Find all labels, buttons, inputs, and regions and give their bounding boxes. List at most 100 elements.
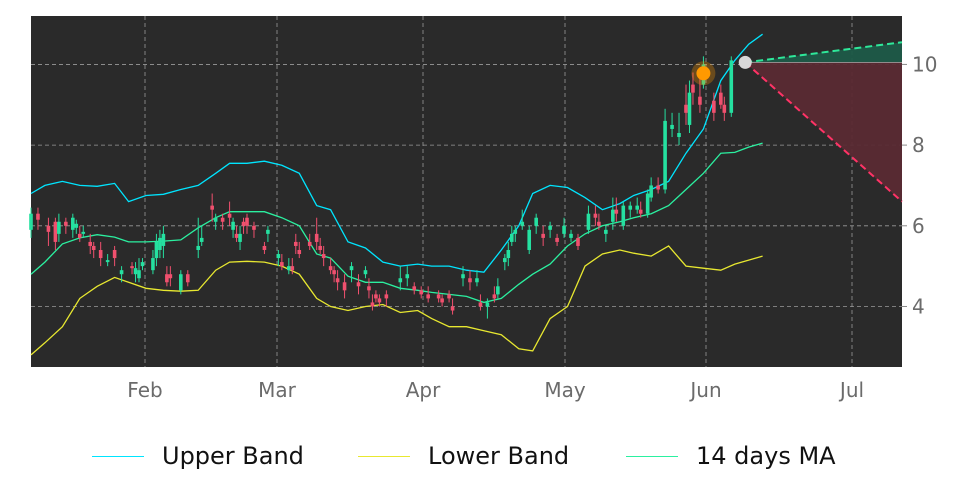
candle-body [165, 274, 169, 283]
candle-body [555, 237, 559, 242]
y-tick-label: 6 [912, 214, 925, 238]
forecast-down-area [745, 62, 902, 202]
candle-body [238, 233, 242, 242]
candle-body [534, 217, 538, 226]
candle-body [412, 286, 417, 291]
candle-body [332, 270, 336, 275]
candle-body [509, 233, 514, 242]
candle-body [384, 294, 389, 299]
candle-body [29, 213, 33, 230]
candle-body [548, 225, 552, 230]
candle-body [220, 217, 225, 222]
candle-body [663, 120, 667, 190]
candle-body [293, 241, 298, 246]
legend-label-ma: 14 days MA [696, 442, 836, 470]
candle-body [98, 250, 103, 259]
y-axis-ticks: 4 6 8 10 [902, 52, 937, 318]
candle-body [321, 254, 326, 259]
candle-body [241, 221, 246, 226]
candle-body [196, 245, 201, 250]
candle-body [628, 205, 633, 210]
candle-body [576, 237, 580, 246]
candle-body [698, 96, 702, 105]
candle-body [656, 185, 660, 190]
candle-body [684, 104, 688, 113]
candle-body [234, 233, 239, 238]
y-tick-label: 4 [912, 294, 925, 318]
candle-body [64, 221, 68, 226]
candle-body [405, 274, 410, 279]
legend-item-ma: 14 days MA [626, 436, 836, 476]
y-tick-label: 8 [912, 133, 925, 157]
candle-body [71, 217, 75, 230]
candle-body [461, 274, 465, 279]
legend-item-lower-band: Lower Band [358, 436, 569, 476]
candle-body [621, 205, 626, 226]
candle-body [287, 266, 291, 271]
candle-body [367, 286, 371, 291]
lower-band-line [30, 245, 763, 356]
y-tick-label: 10 [912, 52, 937, 76]
candle-body [77, 233, 82, 238]
candle-body [485, 302, 490, 307]
candle-body [154, 241, 159, 259]
candle-body [119, 270, 124, 275]
x-tick-label: Jul [838, 378, 864, 402]
candle-body [604, 229, 608, 234]
candle-body [46, 225, 51, 232]
candle-body [645, 193, 650, 214]
candle-body [670, 124, 674, 129]
x-tick-label: Apr [406, 378, 441, 402]
candle-body [527, 229, 532, 250]
candle-body [691, 84, 695, 93]
candle-body [81, 231, 86, 234]
last-price-marker [738, 55, 752, 69]
candle-body [297, 250, 302, 255]
candle-body [266, 229, 270, 234]
x-axis-ticks: Feb Mar Apr May Jun Jul [127, 378, 864, 402]
candle-body [492, 294, 497, 299]
candle-body [377, 298, 382, 303]
candle-body [74, 223, 79, 228]
candle-body [468, 278, 472, 283]
grid-lines [31, 16, 902, 367]
candle-body [611, 209, 615, 222]
candle-body [635, 205, 640, 210]
x-tick-label: Mar [258, 378, 297, 402]
candle-body [307, 241, 312, 246]
markers [691, 55, 752, 86]
candle-body [210, 205, 214, 210]
legend-swatch-upper-band [92, 455, 144, 457]
candle-body [436, 294, 441, 299]
candle-body [199, 237, 204, 242]
candle-body [227, 213, 232, 218]
candle-body [290, 266, 295, 271]
candle-body [161, 233, 166, 246]
candle-body [374, 294, 378, 299]
candle-body [475, 278, 479, 283]
candle-body [280, 262, 284, 267]
candle-body [328, 266, 333, 271]
legend-swatch-lower-band [358, 455, 410, 457]
candle-body [53, 221, 58, 242]
plot-background [31, 16, 902, 367]
candle-body [496, 286, 500, 295]
legend-label-upper-band: Upper Band [162, 442, 304, 470]
candle-body [363, 270, 368, 275]
candle-body [314, 233, 319, 242]
candle-body [419, 290, 424, 295]
candle-body [133, 268, 138, 275]
candle-body [179, 274, 183, 291]
candle-body [586, 213, 591, 230]
candle-body [541, 233, 545, 238]
candle-body [130, 266, 134, 269]
legend: Upper Band Lower Band 14 days MA [0, 436, 972, 476]
candle-body [447, 294, 451, 299]
forecast-down-line [744, 61, 903, 203]
candle-body [569, 233, 573, 238]
candle-body [426, 294, 430, 299]
candle-body [91, 245, 96, 250]
candle-body [276, 254, 281, 259]
candle-body [112, 250, 117, 259]
